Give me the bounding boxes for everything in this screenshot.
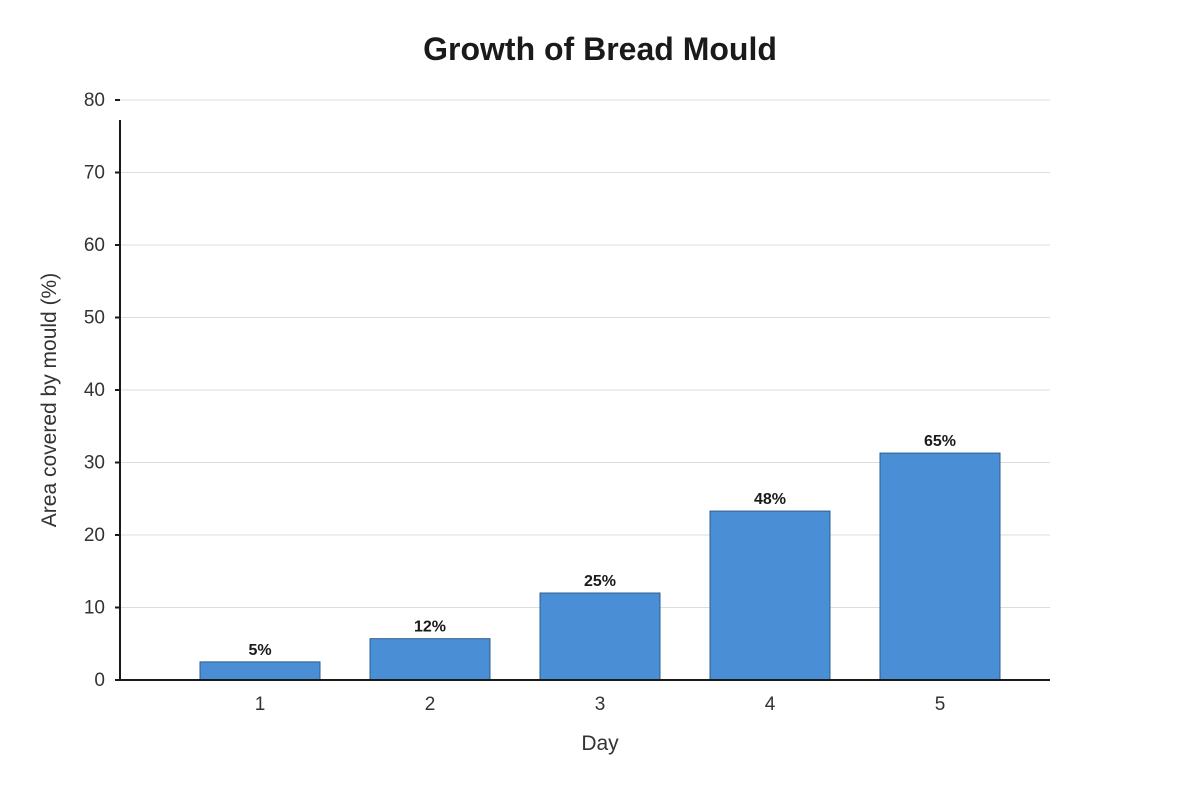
chart-title: Growth of Bread Mould — [423, 31, 777, 67]
bar-day-4 — [709, 510, 831, 681]
bar-data-label: 25% — [584, 573, 616, 590]
y-tick-label: 50 — [84, 308, 105, 329]
bar-data-label: 65% — [924, 433, 956, 450]
y-tick-label: 30 — [84, 453, 105, 474]
bar-data-label: 48% — [754, 491, 786, 508]
y-tick-label: 20 — [84, 525, 105, 546]
y-tick-label: 80 — [84, 90, 105, 111]
x-tick-label: 4 — [765, 694, 776, 715]
y-axis-label: Area covered by mould (%) — [38, 273, 61, 527]
y-tick-label: 40 — [84, 380, 105, 401]
x-tick-label: 3 — [595, 694, 606, 715]
bars — [199, 452, 1001, 681]
x-tick-label: 5 — [935, 694, 946, 715]
y-tick-label: 70 — [84, 163, 105, 184]
x-tick-label: 2 — [425, 694, 436, 715]
x-ticks: 1 2 3 4 5 — [255, 694, 946, 715]
data-labels: 5% 12% 25% 48% 65% — [248, 433, 956, 659]
bar-data-label: 5% — [248, 642, 271, 659]
y-tick-label: 60 — [84, 235, 105, 256]
gridlines — [120, 99, 1050, 608]
x-tick-label: 1 — [255, 694, 266, 715]
y-tick-label: 0 — [94, 670, 105, 691]
bar-day-3 — [539, 592, 661, 681]
y-ticks: 0 10 20 30 40 50 60 70 80 — [84, 90, 120, 691]
bar-day-2 — [369, 638, 491, 681]
bar-day-1 — [199, 661, 321, 681]
y-tick-label: 10 — [84, 598, 105, 619]
bar-day-5 — [879, 452, 1001, 681]
axes — [119, 120, 1050, 681]
bar-data-label: 12% — [414, 619, 446, 636]
x-axis-label: Day — [581, 732, 619, 755]
